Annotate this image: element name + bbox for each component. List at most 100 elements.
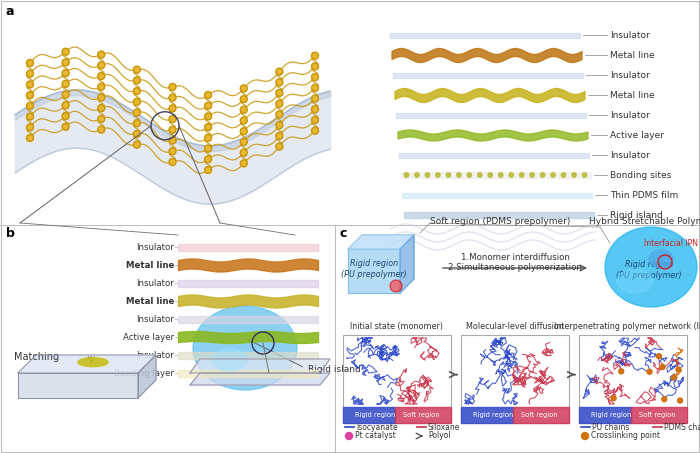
FancyBboxPatch shape bbox=[461, 335, 569, 423]
Text: Insulator: Insulator bbox=[610, 111, 650, 120]
Circle shape bbox=[240, 128, 247, 135]
Circle shape bbox=[204, 113, 211, 120]
Circle shape bbox=[64, 50, 68, 54]
Circle shape bbox=[240, 117, 247, 124]
Ellipse shape bbox=[605, 227, 697, 307]
Text: Isocyanate: Isocyanate bbox=[356, 423, 398, 432]
Circle shape bbox=[619, 369, 624, 374]
Circle shape bbox=[657, 354, 661, 359]
Circle shape bbox=[64, 82, 68, 86]
Circle shape bbox=[312, 84, 318, 92]
Circle shape bbox=[64, 114, 68, 118]
Circle shape bbox=[678, 398, 682, 403]
Text: Polyol: Polyol bbox=[428, 432, 451, 440]
Circle shape bbox=[312, 63, 318, 70]
Circle shape bbox=[171, 117, 174, 121]
Circle shape bbox=[312, 116, 318, 124]
Polygon shape bbox=[190, 373, 330, 385]
Text: Bonding layer: Bonding layer bbox=[114, 368, 174, 377]
Circle shape bbox=[98, 94, 105, 101]
Circle shape bbox=[98, 62, 105, 69]
Circle shape bbox=[277, 123, 281, 127]
Circle shape bbox=[135, 132, 139, 136]
Circle shape bbox=[28, 93, 32, 97]
Circle shape bbox=[64, 60, 68, 64]
Circle shape bbox=[27, 70, 34, 77]
Text: Rigid region: Rigid region bbox=[355, 412, 395, 418]
Circle shape bbox=[313, 107, 317, 111]
Circle shape bbox=[277, 70, 281, 73]
Text: Metal line: Metal line bbox=[610, 91, 655, 100]
Circle shape bbox=[169, 148, 176, 155]
Text: Active layer: Active layer bbox=[123, 333, 174, 342]
Circle shape bbox=[241, 97, 246, 101]
Polygon shape bbox=[461, 407, 513, 423]
Text: Metal line: Metal line bbox=[610, 50, 655, 59]
Circle shape bbox=[62, 80, 69, 87]
Circle shape bbox=[313, 118, 317, 122]
Circle shape bbox=[28, 125, 32, 129]
Circle shape bbox=[660, 365, 665, 370]
Circle shape bbox=[134, 66, 141, 73]
Circle shape bbox=[206, 157, 210, 161]
Circle shape bbox=[98, 105, 105, 111]
Text: PDMS chains: PDMS chains bbox=[664, 423, 700, 432]
Circle shape bbox=[456, 173, 461, 177]
Circle shape bbox=[313, 86, 317, 90]
Text: Soft region: Soft region bbox=[402, 412, 439, 418]
Circle shape bbox=[509, 173, 513, 177]
Circle shape bbox=[135, 89, 139, 93]
Text: Interpenetrating polymer network (IPN): Interpenetrating polymer network (IPN) bbox=[554, 322, 700, 331]
Circle shape bbox=[572, 173, 576, 177]
Circle shape bbox=[240, 139, 247, 145]
Circle shape bbox=[171, 128, 174, 132]
Circle shape bbox=[169, 94, 176, 101]
Circle shape bbox=[204, 145, 211, 152]
Polygon shape bbox=[190, 359, 330, 373]
Circle shape bbox=[135, 100, 139, 104]
Text: PU chains: PU chains bbox=[592, 423, 629, 432]
Text: Initial state (monomer): Initial state (monomer) bbox=[351, 322, 444, 331]
Polygon shape bbox=[18, 355, 156, 373]
Circle shape bbox=[135, 111, 139, 115]
Circle shape bbox=[276, 79, 283, 86]
Polygon shape bbox=[138, 355, 156, 398]
Circle shape bbox=[241, 140, 246, 144]
Circle shape bbox=[313, 54, 317, 58]
Circle shape bbox=[425, 173, 430, 177]
Circle shape bbox=[277, 134, 281, 138]
Text: Rigid region
(PU prepolymer): Rigid region (PU prepolymer) bbox=[616, 260, 682, 280]
Circle shape bbox=[99, 85, 104, 89]
Text: a: a bbox=[6, 5, 15, 18]
Circle shape bbox=[135, 67, 139, 72]
Circle shape bbox=[561, 173, 566, 177]
Circle shape bbox=[241, 129, 246, 133]
Circle shape bbox=[99, 96, 104, 100]
Circle shape bbox=[647, 369, 652, 374]
Polygon shape bbox=[395, 407, 451, 423]
Circle shape bbox=[241, 108, 246, 112]
Circle shape bbox=[171, 106, 174, 111]
Circle shape bbox=[206, 125, 210, 129]
Circle shape bbox=[62, 70, 69, 77]
Circle shape bbox=[277, 102, 281, 106]
Circle shape bbox=[206, 115, 210, 118]
Circle shape bbox=[27, 92, 34, 99]
Text: Rigid island: Rigid island bbox=[308, 366, 360, 375]
Text: b: b bbox=[6, 227, 15, 240]
Circle shape bbox=[206, 93, 210, 97]
Circle shape bbox=[240, 106, 247, 113]
Polygon shape bbox=[343, 407, 395, 423]
Circle shape bbox=[582, 433, 589, 439]
Circle shape bbox=[169, 116, 176, 123]
Text: Metal line: Metal line bbox=[125, 260, 174, 270]
Circle shape bbox=[312, 106, 318, 113]
Circle shape bbox=[276, 143, 283, 150]
Circle shape bbox=[276, 100, 283, 107]
Circle shape bbox=[171, 160, 174, 164]
Circle shape bbox=[169, 83, 176, 91]
Circle shape bbox=[206, 136, 210, 140]
Circle shape bbox=[415, 173, 419, 177]
Text: Hybrid Stretchable Polymer: Hybrid Stretchable Polymer bbox=[589, 217, 700, 226]
Circle shape bbox=[204, 156, 211, 163]
